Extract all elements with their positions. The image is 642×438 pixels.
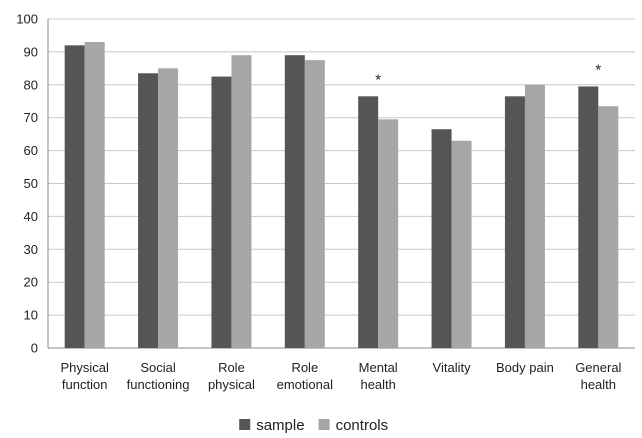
legend-swatch-sample [239, 419, 251, 430]
bar-controls [231, 55, 252, 348]
x-category-label-line: emotional [277, 377, 333, 392]
x-category-label: Social functioning [127, 360, 190, 392]
gridlines [48, 18, 635, 349]
x-category-label-line: function [62, 377, 108, 392]
bar-sample [211, 76, 232, 348]
bar-sample [284, 55, 305, 348]
bar-controls [158, 68, 179, 348]
bar-sample [358, 96, 379, 348]
bar-sample [431, 129, 452, 348]
x-category-label-line: Body pain [496, 360, 554, 375]
x-category-label-line: Vitality [433, 360, 472, 375]
bar-sample [138, 73, 159, 348]
y-tick-label: 30 [24, 242, 38, 257]
y-tick-label: 0 [31, 341, 38, 356]
x-category-label-line: physical [208, 377, 255, 392]
y-tick-label: 90 [24, 44, 38, 59]
y-tick-label: 70 [24, 110, 38, 125]
bar-controls [524, 84, 545, 349]
y-tick-label: 50 [24, 176, 38, 191]
x-category-label: Role physical [208, 360, 255, 392]
bar-controls [84, 42, 105, 348]
significance-marker: * [595, 61, 601, 78]
x-category-label-line: health [360, 377, 395, 392]
x-category-label: Physical function [60, 360, 109, 392]
bar-controls [378, 119, 399, 348]
x-category-label-line: Mental [359, 360, 398, 375]
y-tick-label: 40 [24, 209, 38, 224]
x-category-label-line: Social [140, 360, 176, 375]
y-tick-label: 10 [24, 308, 38, 323]
bar-controls [304, 60, 325, 348]
x-category-label-line: functioning [127, 377, 190, 392]
legend-label-controls: controls [336, 417, 389, 434]
x-category-label: Role emotional [277, 360, 333, 392]
bars [64, 42, 619, 349]
x-category-label-line: Role [218, 360, 245, 375]
category-labels: Physical function Social functioning Role phy… [60, 360, 621, 392]
bar-sample [578, 86, 599, 348]
x-category-label-line: Physical [60, 360, 109, 375]
x-category-label: Vitality [433, 360, 472, 375]
legend-label-sample: sample [256, 417, 304, 434]
x-category-label: Body pain [496, 360, 554, 375]
bar-controls [451, 140, 472, 348]
x-category-label: General health [575, 360, 621, 392]
x-category-label-line: Role [291, 360, 318, 375]
y-tick-label: 60 [24, 143, 38, 158]
bar-sample [504, 96, 525, 348]
y-tick-label: 100 [16, 12, 38, 27]
annotations: ** [375, 61, 601, 88]
x-category-label-line: health [581, 377, 616, 392]
x-category-label-line: General [575, 360, 621, 375]
bar-controls [598, 106, 619, 348]
legend: sample controls [239, 417, 388, 434]
axes: 0 10 20 30 40 50 60 70 80 90 100 [16, 12, 635, 356]
y-tick-label: 80 [24, 77, 38, 92]
significance-marker: * [375, 71, 381, 88]
x-category-label: Mental health [359, 360, 398, 392]
bar-sample [64, 45, 85, 348]
legend-swatch-controls [318, 419, 330, 430]
y-tick-label: 20 [24, 275, 38, 290]
